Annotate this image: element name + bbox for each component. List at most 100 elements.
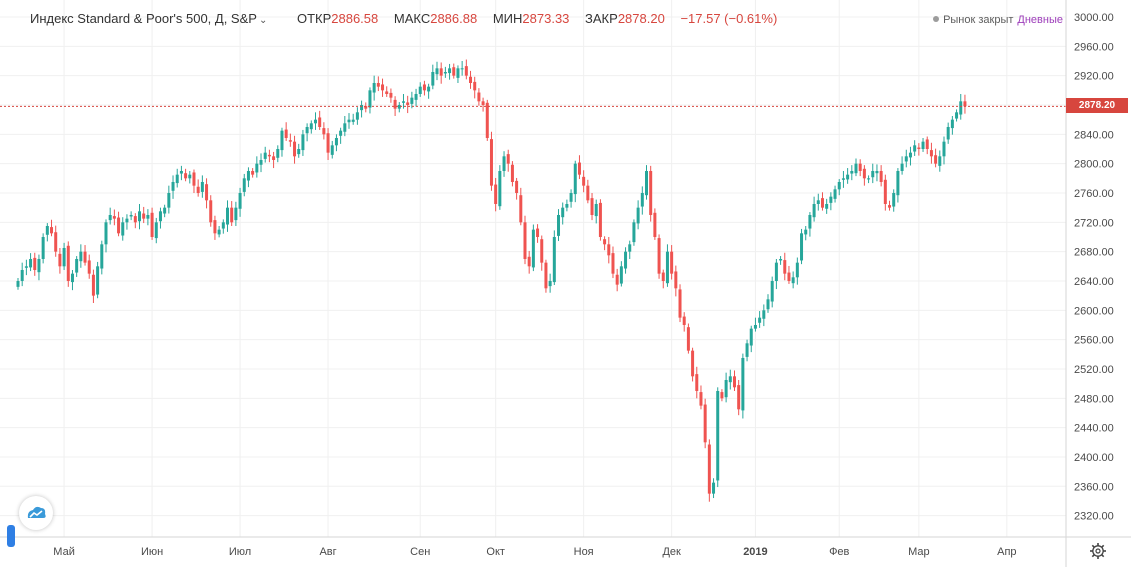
candle-body: [288, 140, 292, 142]
candle-body: [628, 244, 632, 252]
market-status: Рынок закрыт Дневные: [933, 14, 1063, 26]
candle-body: [829, 196, 833, 203]
candle-body: [607, 244, 611, 256]
candle-body: [489, 139, 493, 186]
candle-body: [929, 150, 933, 157]
candle-body: [712, 482, 716, 494]
candle-body: [657, 238, 661, 274]
candle-body: [37, 258, 41, 273]
candle-body: [58, 253, 62, 267]
y-tick-label: 2440.00: [1074, 423, 1114, 435]
candle-body: [837, 181, 841, 190]
candle-body: [439, 68, 443, 76]
candle-body: [808, 214, 812, 229]
candle-body: [682, 316, 686, 325]
candle-body: [418, 86, 422, 94]
candle-body: [686, 327, 690, 351]
y-tick-label: 2920.00: [1074, 71, 1114, 83]
candle-body: [670, 251, 674, 274]
candle-body: [804, 229, 808, 235]
candle-body: [527, 256, 531, 267]
side-panel-handle[interactable]: [7, 525, 15, 547]
candle-body: [117, 217, 121, 234]
candle-body: [699, 392, 703, 406]
candle-body: [494, 184, 498, 204]
symbol-label[interactable]: Индекс Standard & Poor's 500, Д, S&P: [30, 11, 257, 26]
y-tick-label: 2360.00: [1074, 481, 1114, 493]
candle-body: [138, 211, 142, 222]
candle-body: [184, 173, 188, 179]
symbol-legend: Индекс Standard & Poor's 500, Д, S&P ⌄ ОТ…: [30, 11, 777, 26]
candle-body: [896, 170, 900, 196]
cloud-logo-icon[interactable]: [19, 496, 53, 530]
candle-body: [707, 444, 711, 494]
gear-icon[interactable]: [1088, 541, 1108, 561]
candle-body: [800, 233, 804, 261]
candle-body: [561, 207, 565, 218]
candle-body: [762, 310, 766, 319]
interval-button[interactable]: Дневные: [1017, 14, 1063, 26]
candle-body: [452, 67, 456, 76]
candle-body: [301, 134, 305, 151]
time-axis: Май Июн Июл Авг Сен Окт Ноя Дек 2019 Фев Мар Апр: [53, 546, 1016, 558]
low-value: 2873.33: [522, 11, 570, 26]
candle-body: [624, 251, 628, 269]
candle-body: [573, 163, 577, 195]
candle-body: [16, 280, 20, 287]
candle-body: [816, 200, 820, 204]
candle-body: [745, 343, 749, 357]
candle-body: [473, 81, 477, 91]
candle-body: [100, 244, 104, 269]
chevron-down-icon[interactable]: ⌄: [258, 15, 268, 26]
y-tick-label: 2760.00: [1074, 188, 1114, 200]
candle-body: [883, 179, 887, 204]
candle-body: [83, 251, 87, 263]
candle-body: [284, 129, 288, 138]
candle-body: [552, 236, 556, 283]
candle-body: [502, 156, 506, 171]
candle-body: [217, 229, 221, 235]
candle-body: [146, 214, 150, 219]
candle-body: [112, 216, 116, 219]
candle-body: [959, 101, 963, 115]
candle-body: [192, 172, 196, 186]
candle-body: [523, 222, 527, 259]
candle-body: [326, 133, 330, 153]
candle-body: [456, 68, 460, 78]
candle-body: [389, 92, 393, 98]
candle-body: [888, 205, 892, 208]
candle-body: [904, 156, 908, 162]
candle-body: [24, 266, 28, 268]
candle-body: [758, 317, 762, 323]
candle-body: [175, 174, 179, 184]
y-tick-label: 2960.00: [1074, 41, 1114, 53]
candle-body: [615, 274, 619, 285]
open-value: 2886.58: [331, 11, 379, 26]
candle-body: [171, 181, 175, 191]
candle-body: [536, 228, 540, 237]
candle-body: [334, 137, 338, 146]
candle-body: [75, 258, 79, 273]
candle-body: [850, 170, 854, 174]
x-tick-label: Мар: [908, 546, 930, 558]
candle-body: [259, 159, 263, 165]
candle-body: [770, 280, 774, 302]
candle-body: [230, 207, 234, 223]
y-tick-label: 2640.00: [1074, 276, 1114, 288]
y-tick-label: 2320.00: [1074, 511, 1114, 523]
candle-body: [443, 71, 447, 74]
candle-body: [900, 163, 904, 171]
candle-body: [695, 374, 699, 391]
candle-body: [435, 68, 439, 75]
candle-body: [531, 229, 535, 268]
candle-body: [200, 181, 204, 192]
candle-body: [372, 82, 376, 93]
candle-body: [414, 93, 418, 100]
candle-body: [96, 266, 100, 295]
candle-body: [393, 99, 397, 109]
candle-body: [653, 212, 657, 237]
candle-body: [611, 253, 615, 274]
candle-body: [938, 156, 942, 166]
candle-body: [29, 258, 33, 268]
